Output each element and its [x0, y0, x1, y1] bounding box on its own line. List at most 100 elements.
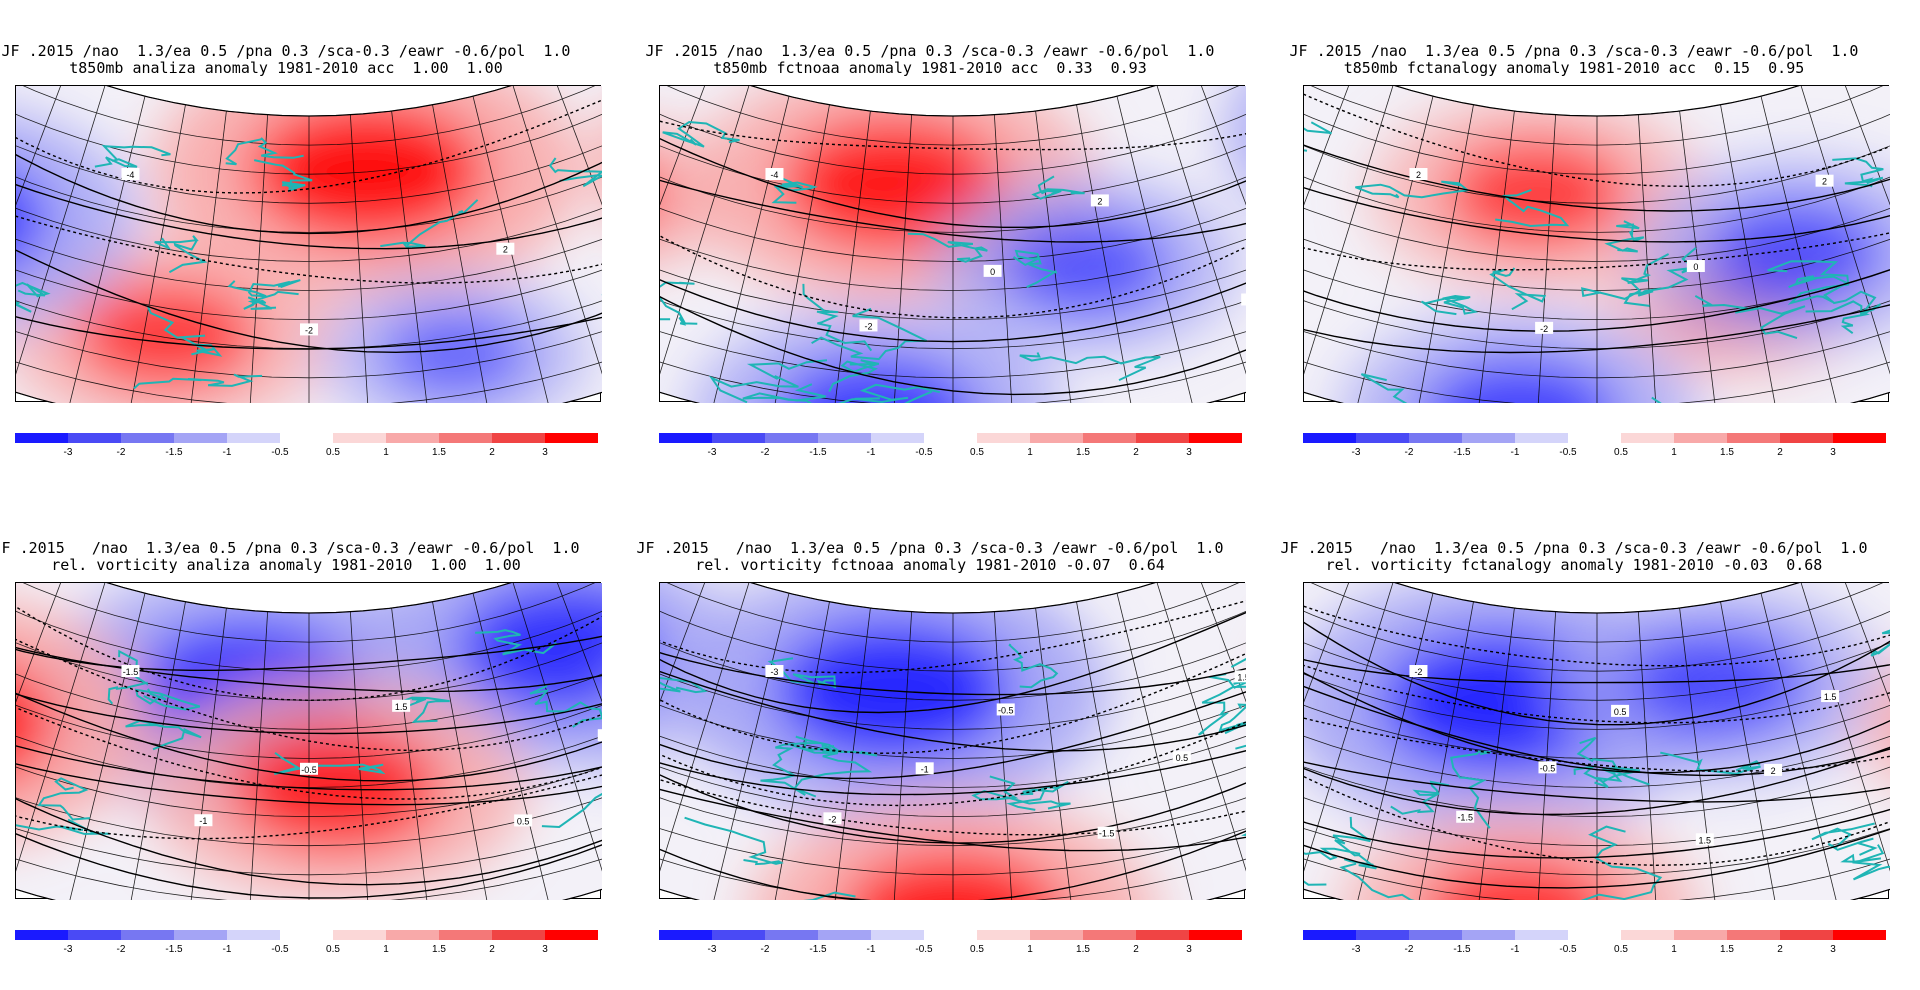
contour-label-bg: [1241, 293, 1246, 305]
colorbar-swatch: [492, 930, 545, 940]
colorbar-swatch: [1030, 930, 1083, 940]
colorbar-tick-label: 3: [1830, 944, 1836, 955]
anomaly-map: -3-2-1-0.5-1.50.51.51.5: [660, 583, 1246, 900]
colorbar-swatch: [333, 433, 386, 443]
colorbar-tick-label: 1: [1027, 944, 1033, 955]
colorbar-swatch: [1303, 433, 1356, 443]
anomaly-core-cold: [1704, 200, 1883, 305]
colorbar-swatch: [712, 433, 765, 443]
colorbar-tick-label: 2: [1133, 447, 1139, 458]
panel-title-line2: rel. vorticity fctanalogy anomaly 1981-2…: [1274, 557, 1874, 574]
colorbar-tick-label: -0.5: [915, 447, 932, 458]
map-frame: -1.5-1-0.51.50.521.5: [15, 582, 601, 899]
contour-label: 1.5: [395, 702, 408, 712]
colorbar-tick-label: -1: [223, 447, 232, 458]
contour-label: 1.5: [1237, 672, 1246, 682]
colorbar-swatch: [492, 433, 545, 443]
panel-title-line2: t850mb fctnoaa anomaly 1981-2010 acc 0.3…: [630, 60, 1230, 77]
anomaly-core-warm: [73, 280, 259, 390]
colorbar-swatch: [871, 930, 924, 940]
colorbar-swatch: [1727, 433, 1780, 443]
colorbar-swatch: [121, 930, 174, 940]
colorbar-tick-label: -2: [1405, 447, 1414, 458]
panel-title-line1: JF .2015 /nao 1.3/ea 0.5 /pna 0.3 /sca-0…: [630, 540, 1230, 557]
colorbar-tick-label: -1: [1511, 944, 1520, 955]
anomaly-map: -4-224: [16, 86, 602, 403]
colorbar-tick-label: -1: [223, 944, 232, 955]
colorbar-swatch: [818, 433, 871, 443]
contour-label: 2: [1822, 177, 1827, 187]
contour-label: -0.5: [998, 705, 1014, 715]
colorbar-swatch: [765, 433, 818, 443]
colorbar-tick-label: 2: [1133, 944, 1139, 955]
colorbar-tick-label: 1.5: [1076, 447, 1090, 458]
colorbar-swatch: [545, 433, 598, 443]
colorbar-tick-label: 0.5: [326, 944, 340, 955]
colorbar-tick-label: 1: [1671, 447, 1677, 458]
colorbar-tick-label: -0.5: [1559, 944, 1576, 955]
contour-label: 0: [1693, 262, 1698, 272]
contour-label: 2: [503, 245, 508, 255]
colorbar-tick-label: -2: [761, 447, 770, 458]
colorbar-tick-label: 0.5: [970, 944, 984, 955]
contour-label: -2: [1540, 324, 1548, 334]
colorbar-swatch: [227, 930, 280, 940]
colorbar-tick-label: -1.5: [809, 447, 826, 458]
colorbar-swatch: [871, 433, 924, 443]
contour-label: -2: [864, 321, 872, 331]
colorbar-tick-label: -1.5: [165, 447, 182, 458]
contour-label: -2: [828, 814, 836, 824]
panel-t850-fctanalogy: JF .2015 /nao 1.3/ea 0.5 /pna 0.3 /sca-0…: [1274, 43, 1874, 493]
colorbar-tick-label: 1.5: [432, 944, 446, 955]
colorbar-swatch: [1303, 930, 1356, 940]
map-frame: -4-20244: [659, 85, 1245, 402]
contour-label: 0.5: [517, 816, 530, 826]
colorbar-swatch: [1083, 433, 1136, 443]
colorbar-swatch: [439, 433, 492, 443]
colorbar-swatch: [68, 930, 121, 940]
colorbar-tick-label: 3: [542, 447, 548, 458]
contour-label: 1.5: [1824, 692, 1837, 702]
colorbar-swatch: [1674, 433, 1727, 443]
colorbar-tick-label: -0.5: [271, 944, 288, 955]
panel-title-line1: JF .2015 /nao 1.3/ea 0.5 /pna 0.3 /sca-0…: [1274, 43, 1874, 60]
colorbar-tick-label: -1.5: [1453, 447, 1470, 458]
colorbar-swatch: [659, 433, 712, 443]
colorbar-tick-label: 2: [1777, 447, 1783, 458]
colorbar-tick-label: 1: [1671, 944, 1677, 955]
contour-label: -0.5: [1540, 763, 1556, 773]
colorbar-swatch: [1727, 930, 1780, 940]
colorbar-swatch: [1030, 433, 1083, 443]
map-frame: -3-2-1-0.5-1.50.51.51.5: [659, 582, 1245, 899]
anomaly-core-warm: [247, 100, 487, 243]
colorbar-swatch: [1621, 930, 1674, 940]
colorbar-swatch: [386, 930, 439, 940]
colorbar-swatch: [121, 433, 174, 443]
colorbar-tick-label: 3: [542, 944, 548, 955]
colorbar-tick-label: -1: [867, 447, 876, 458]
anomaly-core-cold: [379, 310, 531, 399]
panel-title-line1: JF .2015 /nao 1.3/ea 0.5 /pna 0.3 /sca-0…: [1274, 540, 1874, 557]
colorbar-tick-label: -2: [761, 944, 770, 955]
colorbar-tick-label: 1: [383, 447, 389, 458]
colorbar-swatch: [15, 930, 68, 940]
colorbar-tick-label: -1: [867, 944, 876, 955]
contour-label: -1: [921, 764, 929, 774]
colorbar-tick-label: 1.5: [432, 447, 446, 458]
contour-label: -2: [305, 325, 313, 335]
contour-label: 1.5: [1699, 835, 1712, 845]
colorbar-tick-label: 1.5: [1076, 944, 1090, 955]
colorbar-tick-label: -2: [117, 447, 126, 458]
contour-label: 0.5: [1176, 753, 1189, 763]
contour-label: -1.5: [1457, 813, 1473, 823]
colorbar-swatch: [1780, 433, 1833, 443]
colorbar-tick-label: -2: [1405, 944, 1414, 955]
contour-label: -1: [199, 816, 207, 826]
contour-label: -0.5: [301, 765, 317, 775]
contour-label: 2: [1097, 196, 1102, 206]
contour-label: 0: [990, 267, 995, 277]
colorbar-tick-label: 2: [1777, 944, 1783, 955]
colorbar-tick-label: 3: [1186, 944, 1192, 955]
